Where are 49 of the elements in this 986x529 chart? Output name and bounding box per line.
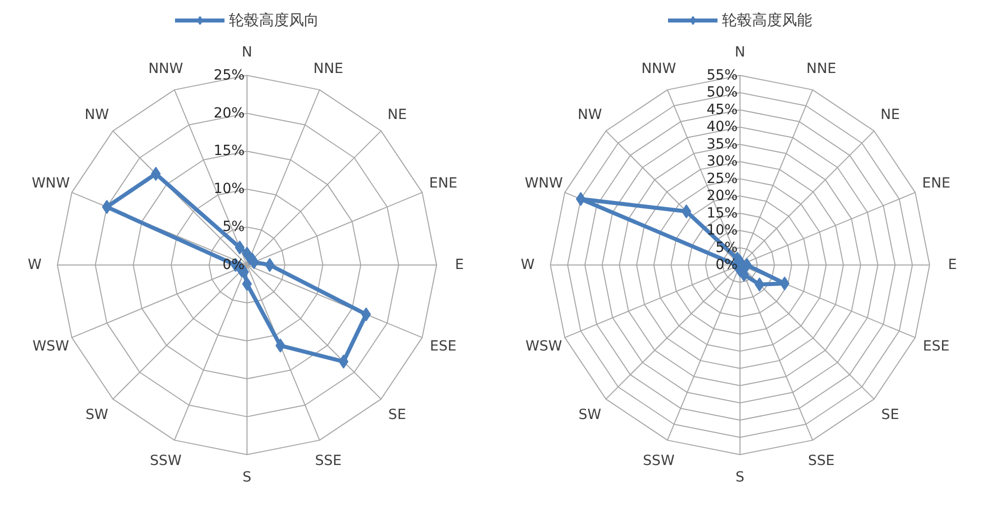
y-tick-label: 15% (706, 205, 738, 222)
spoke-label: SSE (808, 453, 835, 470)
spoke-label: WNW (32, 176, 70, 192)
spoke-label: ESE (430, 338, 456, 354)
spoke-label: W (520, 257, 535, 273)
spoke-label: SSE (314, 453, 342, 470)
spoke-label: ESE (922, 338, 950, 354)
legend-label: 轮毂高度风向 (229, 10, 319, 30)
y-tick-label: 10% (706, 222, 738, 239)
spoke-label: NNW (148, 60, 184, 77)
y-tick-label: 20% (706, 188, 738, 204)
y-tick-label: 25% (706, 170, 738, 187)
spoke-label: N (734, 44, 746, 61)
spoke-label: SE (388, 407, 406, 424)
y-tick-label: 35% (706, 136, 738, 152)
spoke-label: E (948, 257, 957, 273)
spoke-label: NW (84, 106, 110, 123)
spoke-label: NNE (806, 60, 836, 77)
y-tick-label: 10% (214, 181, 245, 198)
spoke-label: SSW (642, 453, 675, 470)
spoke-label: N (242, 44, 252, 61)
spoke-label: S (736, 469, 745, 486)
y-tick-label: 55% (706, 67, 738, 84)
spoke-label: E (454, 257, 464, 273)
spoke-label: WNW (524, 176, 564, 192)
y-tick-label: 5% (222, 219, 245, 236)
y-tick-label: 30% (706, 154, 738, 170)
spoke-label: WSW (526, 338, 562, 354)
spoke-label: NE (388, 106, 407, 123)
spoke-label: W (28, 257, 42, 273)
spoke-label: WSW (32, 338, 70, 354)
spoke-label: SSW (150, 453, 182, 470)
legend-label: 轮毂高度风能 (722, 10, 812, 30)
spoke-label: SW (578, 407, 602, 424)
spoke-label: NNW (641, 60, 676, 77)
y-tick-label: 45% (706, 102, 738, 118)
spoke-label: NW (578, 106, 602, 123)
spoke-label: SE (881, 407, 900, 424)
spoke-label: S (242, 469, 252, 486)
spoke-label: NNE (313, 60, 344, 77)
y-tick-label: 20% (214, 105, 245, 122)
spoke-label: ENE (922, 176, 950, 192)
y-tick-label: 25% (214, 67, 245, 84)
spoke-label: NE (880, 106, 900, 123)
y-tick-label: 50% (706, 84, 738, 101)
y-tick-label: 40% (706, 119, 738, 136)
y-tick-label: 15% (214, 143, 245, 160)
spoke-label: SW (85, 407, 108, 424)
spoke-label: ENE (429, 176, 458, 192)
